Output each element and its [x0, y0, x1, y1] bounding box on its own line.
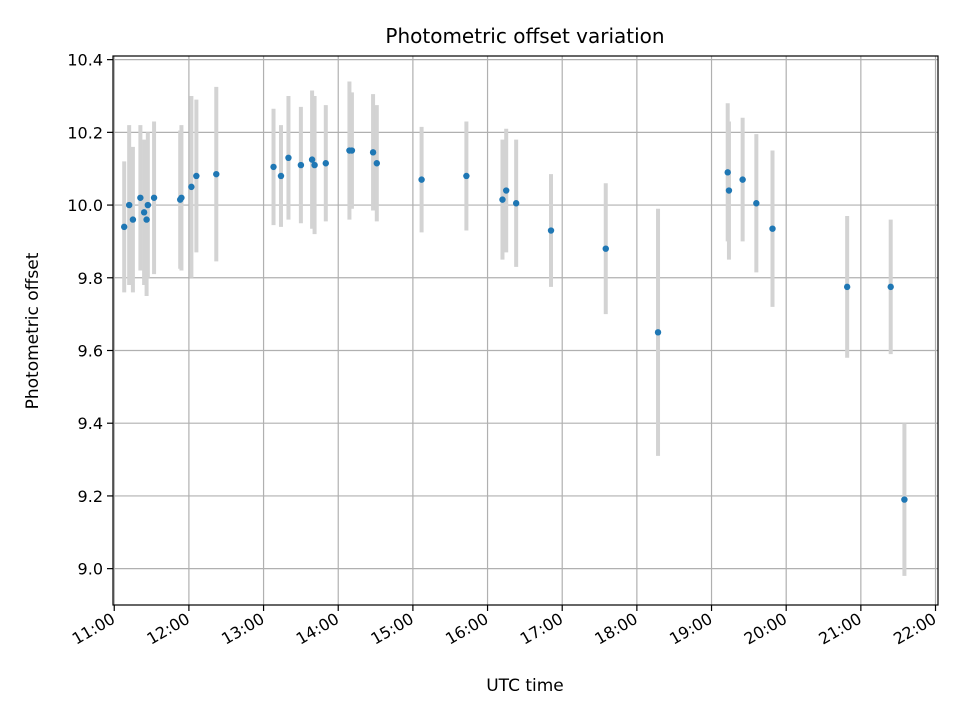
data-point [144, 201, 152, 209]
data-point [178, 194, 185, 201]
data-point [322, 160, 329, 167]
data-point [512, 200, 520, 207]
data-point [120, 223, 128, 231]
data-point [373, 160, 381, 167]
data-point [311, 161, 318, 169]
y-tick-label: 10.2 [67, 123, 103, 142]
y-tick-label: 9.4 [78, 414, 103, 433]
data-point [140, 209, 148, 216]
data-point [188, 183, 195, 191]
data-point [297, 161, 305, 169]
data-point [739, 176, 746, 183]
data-point [547, 227, 555, 234]
data-point [193, 172, 200, 180]
grid [113, 56, 938, 605]
data-point [129, 216, 137, 223]
data-point [753, 200, 760, 207]
data-point [901, 496, 908, 503]
plot-frame [112, 55, 939, 606]
data-point [769, 225, 776, 232]
data-point [285, 154, 292, 162]
data-point [843, 283, 851, 291]
data-point [125, 201, 133, 209]
y-tick-label: 9.8 [78, 269, 103, 288]
y-tick-label: 10.0 [67, 196, 103, 215]
data-point [270, 163, 277, 171]
data-point [503, 187, 510, 194]
data-point [499, 196, 506, 203]
data-point [137, 194, 144, 201]
data-point [724, 169, 731, 176]
data-point [654, 329, 662, 336]
chart-title: Photometric offset variation [385, 24, 664, 48]
data-point [725, 187, 733, 194]
x-axis-title: UTC time [486, 676, 564, 696]
data-point [150, 194, 158, 201]
y-tick-label: 9.0 [78, 560, 103, 579]
data-points [120, 147, 908, 503]
y-axis-title: Photometric offset [23, 252, 43, 409]
data-point [602, 245, 609, 252]
y-tick-label: 9.6 [78, 341, 103, 360]
y-axis-ticks: 9.0 9.2 9.4 9.6 9.8 10.0 10.2 10.4 [67, 51, 113, 579]
data-point [308, 156, 316, 163]
data-point [213, 170, 220, 178]
data-point [418, 176, 425, 183]
y-tick-label: 9.2 [78, 487, 103, 506]
data-point [369, 149, 377, 156]
data-point [887, 283, 894, 291]
data-point [463, 172, 470, 180]
data-point [277, 172, 285, 180]
y-tick-label: 10.4 [67, 51, 103, 70]
data-point [348, 147, 356, 154]
data-point [143, 216, 150, 223]
